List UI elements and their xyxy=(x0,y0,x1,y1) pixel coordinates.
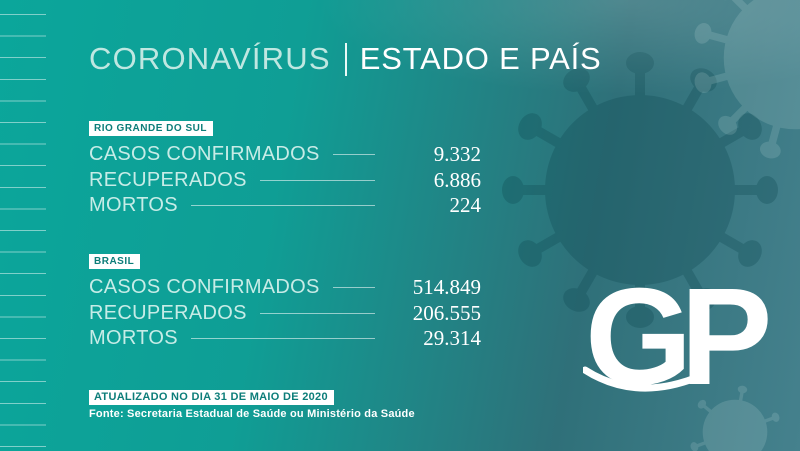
gp-logo-swoosh xyxy=(583,366,709,392)
section-badge: RIO GRANDE DO SUL xyxy=(89,121,213,136)
leader-line xyxy=(332,154,375,156)
title-part2: ESTADO E PAÍS xyxy=(359,41,602,76)
updated-date-badge: ATUALIZADO NO DIA 31 DE MAIO DE 2020 xyxy=(89,390,334,405)
virus-large-icon xyxy=(502,52,778,328)
stat-row-recuperados: RECUPERADOS 6.886 xyxy=(89,168,481,194)
page-title: CORONAVÍRUS ESTADO E PAÍS xyxy=(89,41,602,77)
stat-label: CASOS CONFIRMADOS xyxy=(89,276,320,299)
leader-line xyxy=(190,205,375,207)
leader-line xyxy=(259,179,375,181)
stat-label: CASOS CONFIRMADOS xyxy=(89,143,320,166)
stat-label: RECUPERADOS xyxy=(89,168,247,191)
stat-row-casos-confirmados: CASOS CONFIRMADOS 514.849 xyxy=(89,275,481,301)
stat-label: RECUPERADOS xyxy=(89,301,247,324)
virus-small-icon xyxy=(689,384,781,451)
stat-row-mortos: MORTOS 224 xyxy=(89,193,481,219)
stat-value: 9.332 xyxy=(433,142,481,167)
leader-line xyxy=(190,338,375,340)
section-brasil: BRASIL CASOS CONFIRMADOS 514.849 RECUPER… xyxy=(89,251,481,352)
gp-logo-text: GP xyxy=(585,268,768,413)
footer: ATUALIZADO NO DIA 31 DE MAIO DE 2020 Fon… xyxy=(89,387,415,420)
ruler-marks xyxy=(0,14,46,447)
gp-logo: GP xyxy=(583,268,780,413)
virus-topright-icon xyxy=(692,0,800,161)
stat-row-recuperados: RECUPERADOS 206.555 xyxy=(89,301,481,327)
stat-value: 206.555 xyxy=(412,300,481,325)
stats-rows: CASOS CONFIRMADOS 9.332 RECUPERADOS 6.88… xyxy=(89,142,481,219)
stat-value: 514.849 xyxy=(412,275,481,300)
stat-value: 29.314 xyxy=(423,326,481,351)
section-rio-grande-do-sul: RIO GRANDE DO SUL CASOS CONFIRMADOS 9.33… xyxy=(89,118,481,219)
leader-line xyxy=(259,312,375,314)
stat-value: 224 xyxy=(449,193,482,218)
stat-row-casos-confirmados: CASOS CONFIRMADOS 9.332 xyxy=(89,142,481,168)
title-separator xyxy=(344,42,347,76)
section-badge: BRASIL xyxy=(89,254,141,269)
stat-label: MORTOS xyxy=(89,327,178,350)
source-text: Fonte: Secretaria Estadual de Saúde ou M… xyxy=(89,408,415,420)
title-part1: CORONAVÍRUS xyxy=(89,41,331,76)
stats-rows: CASOS CONFIRMADOS 514.849 RECUPERADOS 20… xyxy=(89,275,481,352)
leader-line xyxy=(332,287,375,289)
stat-label: MORTOS xyxy=(89,194,178,217)
stat-row-mortos: MORTOS 29.314 xyxy=(89,326,481,352)
stat-value: 6.886 xyxy=(433,167,481,192)
